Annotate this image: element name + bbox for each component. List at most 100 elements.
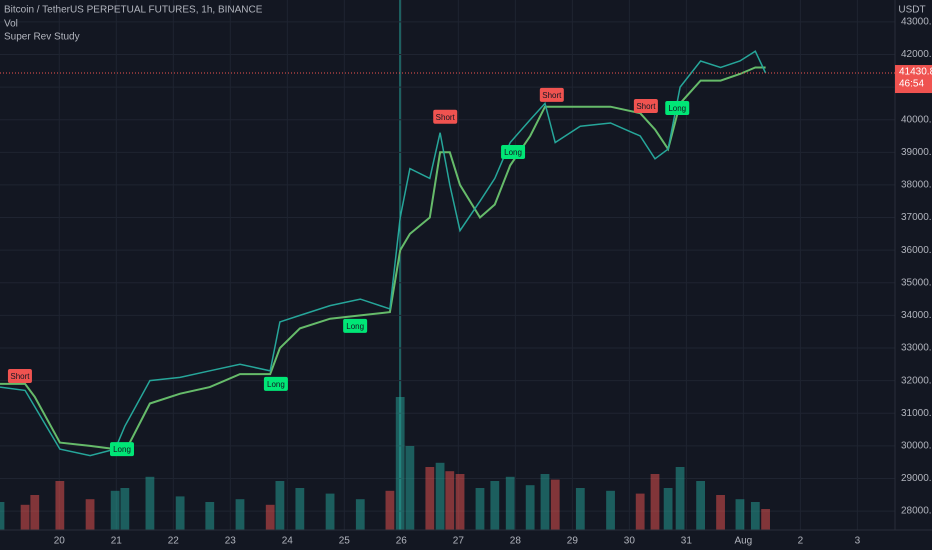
signal-label: Short: [10, 372, 30, 381]
signal-label: Short: [636, 102, 656, 111]
legend-indicator: Super Rev Study: [4, 32, 80, 43]
signal-label: Long: [668, 104, 686, 113]
signal-badge: [109, 442, 134, 457]
volume-bar: [355, 499, 365, 530]
y-tick-label: 33000.00: [901, 343, 932, 354]
y-tick-label: 36000.00: [901, 245, 932, 256]
x-tick-label: 26: [396, 536, 408, 547]
y-tick-label: 28000.00: [901, 506, 932, 517]
y-tick-label: 39000.00: [901, 147, 932, 158]
signal-badge: [539, 87, 564, 102]
legend-volume: Vol: [4, 19, 18, 30]
signal-label: Long: [267, 380, 285, 389]
volume-bar: [550, 479, 560, 530]
y-tick-label: 37000.00: [901, 212, 932, 223]
signal-badge: [501, 144, 526, 159]
volume-bar: [30, 495, 40, 530]
signal-label: Long: [346, 322, 364, 331]
volume-bar: [675, 467, 685, 530]
volume-bar: [540, 474, 550, 530]
volume-bar: [235, 499, 245, 530]
indicator-line: [0, 66, 766, 454]
volume-bar: [435, 462, 445, 530]
x-tick-label: 22: [168, 536, 180, 547]
volume-bar: [325, 493, 335, 530]
volume-bar: [650, 474, 660, 530]
signal-badge: [343, 318, 368, 333]
signal-badge: [433, 109, 458, 124]
last-price-label: 41430.88: [899, 67, 932, 78]
volume-bar: [175, 496, 185, 530]
volume-bar: [761, 509, 770, 530]
volume-bar: [696, 481, 705, 530]
volume-bar: [750, 502, 760, 530]
y-tick-label: 43000.00: [901, 16, 932, 27]
signal-label: Long: [113, 445, 131, 454]
signal-badge: [665, 100, 690, 115]
y-tick-label: 38000.00: [901, 180, 932, 191]
y-tick-label: 35000.00: [901, 277, 932, 288]
x-tick-label: 23: [225, 536, 237, 547]
volume-bar: [663, 488, 673, 530]
volume-bar: [145, 476, 155, 530]
volume-bar: [475, 488, 485, 530]
volume-bar: [120, 488, 130, 530]
x-tick-label: Aug: [734, 536, 752, 547]
x-tick-label: 2: [798, 536, 804, 547]
volume-bar: [525, 485, 535, 530]
x-tick-label: 31: [681, 536, 693, 547]
y-tick-label: 42000.00: [901, 49, 932, 60]
signal-badge: [263, 376, 288, 391]
signal-label: Long: [504, 148, 522, 157]
x-tick-label: 27: [453, 536, 465, 547]
y-tick-label: 31000.00: [901, 408, 932, 419]
volume-bar: [445, 471, 455, 530]
volume-bar: [265, 504, 275, 530]
volume-bar: [716, 495, 725, 530]
y-axis-label: USDT: [898, 5, 925, 16]
volume-bar: [490, 481, 500, 530]
volume-bar: [395, 397, 405, 530]
signal-label: Short: [436, 113, 456, 122]
volume-bar: [20, 504, 30, 530]
price-line: [0, 50, 767, 457]
y-tick-label: 34000.00: [901, 310, 932, 321]
x-tick-label: 21: [111, 536, 123, 547]
y-tick-label: 32000.00: [901, 375, 932, 386]
volume-bar: [205, 502, 215, 530]
x-tick-label: 24: [282, 536, 294, 547]
volume-bar: [505, 476, 515, 530]
x-tick-label: 25: [339, 536, 351, 547]
y-tick-label: 30000.00: [901, 440, 932, 451]
countdown-label: 46:54: [899, 79, 924, 90]
volume-bar: [275, 481, 285, 530]
volume-bar: [425, 467, 435, 530]
x-tick-label: 29: [567, 536, 579, 547]
volume-bar: [110, 490, 120, 530]
signal-badge: [7, 369, 32, 384]
y-tick-label: 40000.00: [901, 114, 932, 125]
volume-bar: [85, 499, 95, 530]
volume-bar: [455, 474, 465, 530]
volume-bar: [575, 488, 585, 530]
volume-bar: [385, 490, 395, 530]
legend-symbol: Bitcoin / TetherUS PERPETUAL FUTURES, 1h…: [4, 5, 263, 16]
volume-bar: [735, 499, 745, 530]
volume-bar: [606, 490, 615, 530]
signal-badge: [633, 99, 658, 113]
x-tick-label: 20: [54, 536, 66, 547]
x-tick-label: 28: [510, 536, 522, 547]
x-tick-label: 30: [624, 536, 636, 547]
volume-bar: [635, 493, 645, 530]
volume-bar: [405, 446, 415, 530]
x-tick-label: 3: [855, 536, 861, 547]
volume-bar: [295, 488, 305, 530]
y-tick-label: 29000.00: [901, 473, 932, 484]
last-price-tag: [895, 65, 932, 94]
volume-bar: [55, 481, 65, 530]
plot: Short Long Long Long Short Long Short Short Long: [0, 50, 770, 530]
volume-bar: [0, 502, 5, 530]
